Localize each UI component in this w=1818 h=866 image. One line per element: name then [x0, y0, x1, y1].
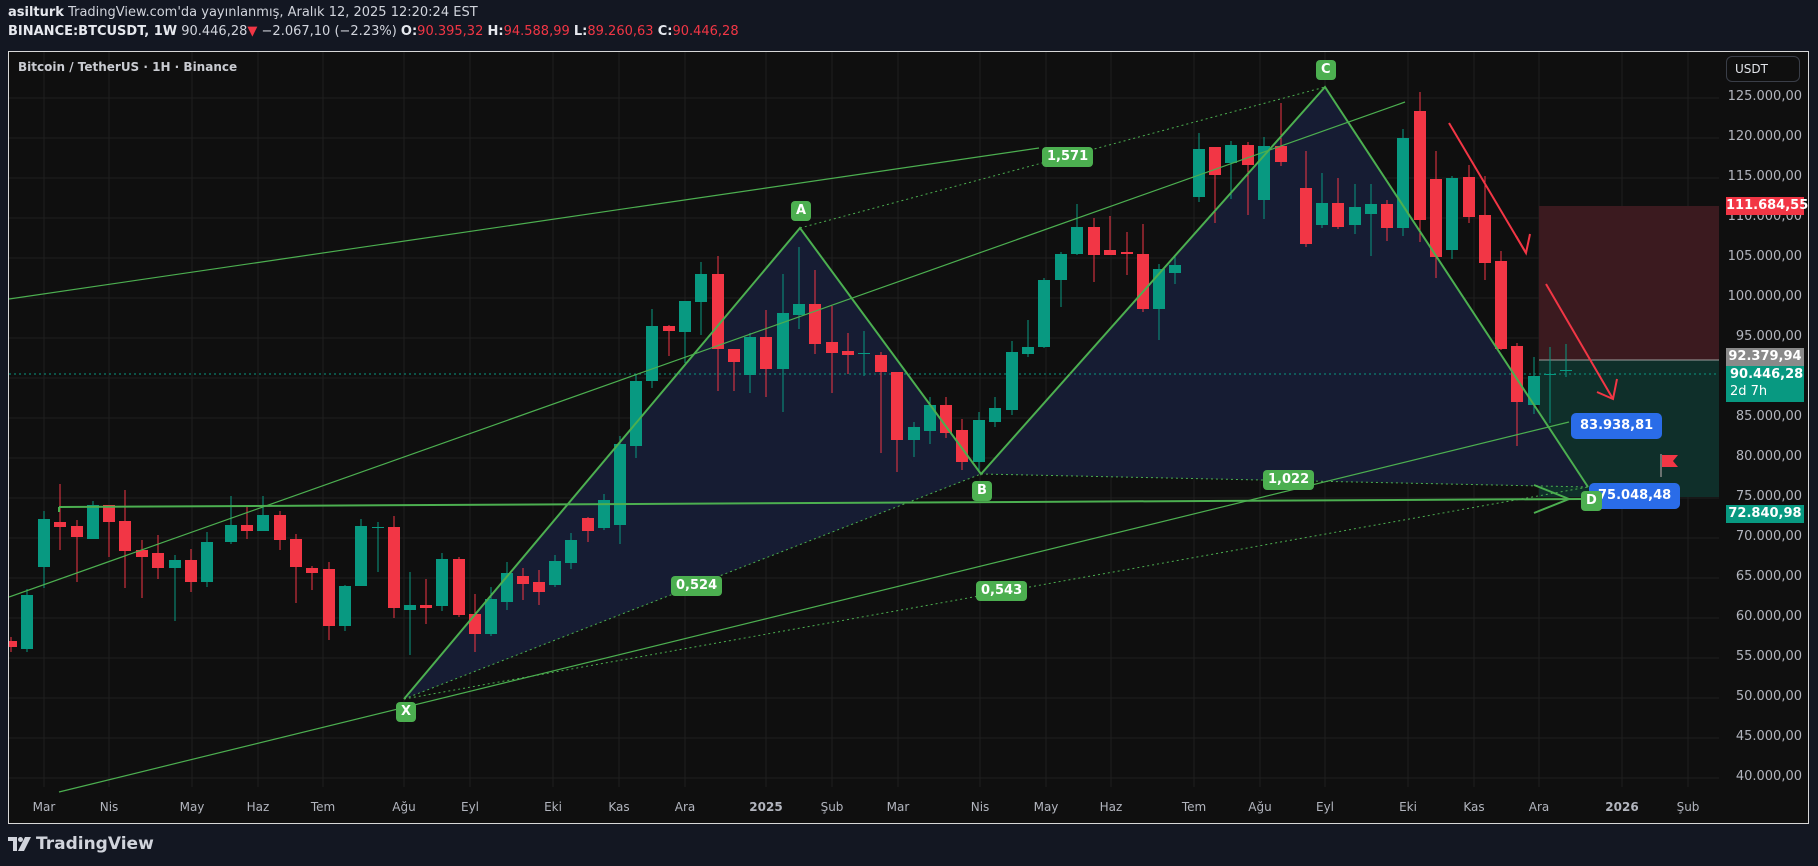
stop-loss-zone[interactable] [1539, 206, 1719, 360]
open-label: O: [400, 24, 418, 39]
time-tick: Ara [1528, 800, 1550, 814]
time-tick: May [179, 800, 205, 814]
price-tick: 70.000,00 [1735, 529, 1802, 544]
price-tick: 105.000,00 [1727, 249, 1802, 264]
current-price-tag: 90.446,28 2d 7h [1726, 366, 1804, 402]
price-tick: 55.000,00 [1735, 649, 1802, 664]
price-tick: 50.000,00 [1735, 689, 1802, 704]
time-tick: Kas [1463, 800, 1485, 814]
close-value: 90.446,28 [672, 24, 739, 39]
time-tick: Eki [544, 800, 562, 814]
flag-icon[interactable] [1660, 454, 1678, 477]
chart-panel[interactable]: Bitcoin / TetherUS · 1H · Binance USDT 1… [8, 51, 1809, 824]
author-name[interactable]: asilturk [8, 5, 64, 20]
time-tick: Haz [246, 800, 270, 814]
tradingview-logo-icon [8, 837, 31, 851]
time-tick: Eyl [460, 800, 480, 814]
price-tick: 85.000,00 [1735, 409, 1802, 424]
time-tick: Ara [674, 800, 696, 814]
symbol-label: BINANCE:BTCUSDT, 1W [8, 24, 178, 39]
ratio-xd-label[interactable]: 0,543 [976, 581, 1028, 601]
price-tick: 40.000,00 [1735, 769, 1802, 784]
point-a-label[interactable]: A [791, 201, 812, 221]
time-tick: Eyl [1315, 800, 1335, 814]
currency-button[interactable]: USDT [1726, 56, 1800, 82]
price-tick: 100.000,00 [1727, 289, 1802, 304]
price-change: −2.067,10 (−2.23%) [261, 24, 397, 39]
high-label: H: [487, 24, 504, 39]
high-value: 94.588,99 [503, 24, 570, 39]
time-tick: May [1033, 800, 1059, 814]
ratio-bd-label[interactable]: 1,022 [1263, 470, 1315, 490]
point-x-label[interactable]: X [396, 702, 417, 722]
point-d-label[interactable]: D [1581, 491, 1602, 511]
time-tick: Ağu [1248, 800, 1272, 814]
trend-lines[interactable] [9, 101, 1585, 793]
down-arrow-icon: ▼ [247, 24, 258, 39]
chart-title: Bitcoin / TetherUS · 1H · Binance [18, 60, 238, 74]
time-tick: Şub [820, 800, 844, 814]
price-label-75048[interactable]: 75.048,48 [1589, 483, 1681, 509]
close-label: C: [657, 24, 673, 39]
forecast-arrows[interactable] [1448, 122, 1618, 401]
time-tick: Ağu [392, 800, 416, 814]
price-label-83938[interactable]: 83.938,81 [1571, 413, 1663, 439]
time-tick: Kas [608, 800, 630, 814]
price-tick: 75.000,00 [1735, 489, 1802, 504]
tradingview-logo[interactable]: TradingView [8, 834, 154, 854]
time-tick: Haz [1099, 800, 1123, 814]
time-tick: Nis [970, 800, 990, 814]
low-label: L: [573, 24, 588, 39]
time-tick: Tem [1181, 800, 1207, 814]
time-tick: 2025 [749, 800, 783, 814]
price-tick: 115.000,00 [1727, 169, 1802, 184]
price-tick: 45.000,00 [1735, 729, 1802, 744]
chart-canvas[interactable] [9, 52, 1809, 824]
price-tick: 80.000,00 [1735, 449, 1802, 464]
low-value: 89.260,63 [587, 24, 654, 39]
bcd-triangle [981, 87, 1588, 487]
time-tick: Tem [310, 800, 336, 814]
published-text: TradingView.com'da yayınlanmış, Aralık 1… [68, 5, 478, 20]
ratio-xb-label[interactable]: 0,524 [671, 576, 723, 596]
publish-info: asilturk TradingView.com'da yayınlanmış,… [8, 5, 478, 20]
time-tick: Şub [1676, 800, 1700, 814]
time-tick: Nis [99, 800, 119, 814]
price-tick: 125.000,00 [1727, 89, 1802, 104]
brand-name: TradingView [36, 834, 154, 854]
time-tick: 2026 [1605, 800, 1639, 814]
open-value: 90.395,32 [417, 24, 484, 39]
price-tick: 95.000,00 [1735, 329, 1802, 344]
last-price: 90.446,28 [181, 24, 248, 39]
grid [9, 52, 1719, 787]
time-tick: Mar [32, 800, 56, 814]
symbol-info-bar: BINANCE:BTCUSDT, 1W 90.446,28▼ −2.067,10… [8, 24, 739, 39]
time-tick: Mar [886, 800, 910, 814]
price-tick: 120.000,00 [1727, 129, 1802, 144]
target-price-tag: 72.840,98 [1726, 505, 1804, 523]
stop-price-tag: 111.684,55 [1726, 197, 1809, 215]
point-c-label[interactable]: C [1316, 60, 1336, 80]
ratio-ac-label[interactable]: 1,571 [1042, 147, 1094, 167]
bar-countdown: 2d 7h [1730, 384, 1768, 399]
time-tick: Eki [1399, 800, 1417, 814]
current-price: 90.446,28 [1730, 367, 1804, 382]
price-tick: 65.000,00 [1735, 569, 1802, 584]
point-b-label[interactable]: B [972, 481, 992, 501]
price-tick: 60.000,00 [1735, 609, 1802, 624]
entry-price-tag: 92.379,94 [1726, 348, 1804, 366]
